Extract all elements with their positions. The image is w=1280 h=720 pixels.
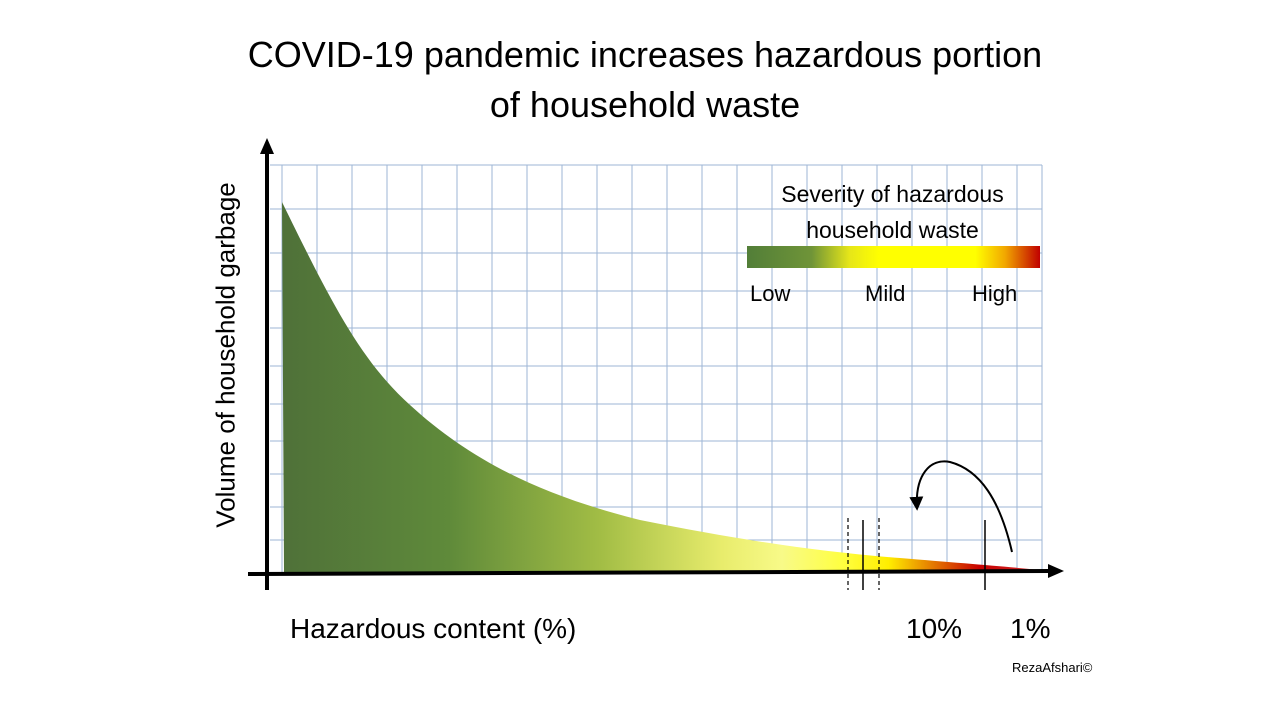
title-line-1: COVID-19 pandemic increases hazardous po… — [247, 34, 1043, 75]
page-title: COVID-19 pandemic increases hazardous po… — [200, 30, 1090, 130]
legend-title: Severity of hazardous household waste — [745, 176, 1040, 248]
legend-low-label: Low — [750, 281, 791, 306]
curved-arrow — [909, 460, 1013, 553]
y-axis-label: Volume of household garbage — [210, 182, 241, 528]
legend-high-label: High — [972, 281, 1018, 306]
axes — [247, 138, 1064, 590]
tick-label-10-percent: 10% — [906, 613, 963, 644]
title-line-2: of household waste — [489, 84, 801, 125]
reference-markers — [847, 518, 986, 590]
author-credit: RezaAfshari© — [1012, 660, 1093, 675]
legend-title-line-2: household waste — [806, 217, 979, 243]
hazard-curve-area — [282, 202, 1040, 572]
x-axis-label: Hazardous content (%) — [290, 613, 577, 644]
legend-mild-label: Mild — [865, 281, 906, 306]
severity-color-bar — [747, 246, 1040, 268]
legend-title-line-1: Severity of hazardous — [781, 181, 1004, 207]
x-axis — [247, 569, 1051, 576]
tick-label-1-percent: 1% — [1010, 613, 1051, 644]
